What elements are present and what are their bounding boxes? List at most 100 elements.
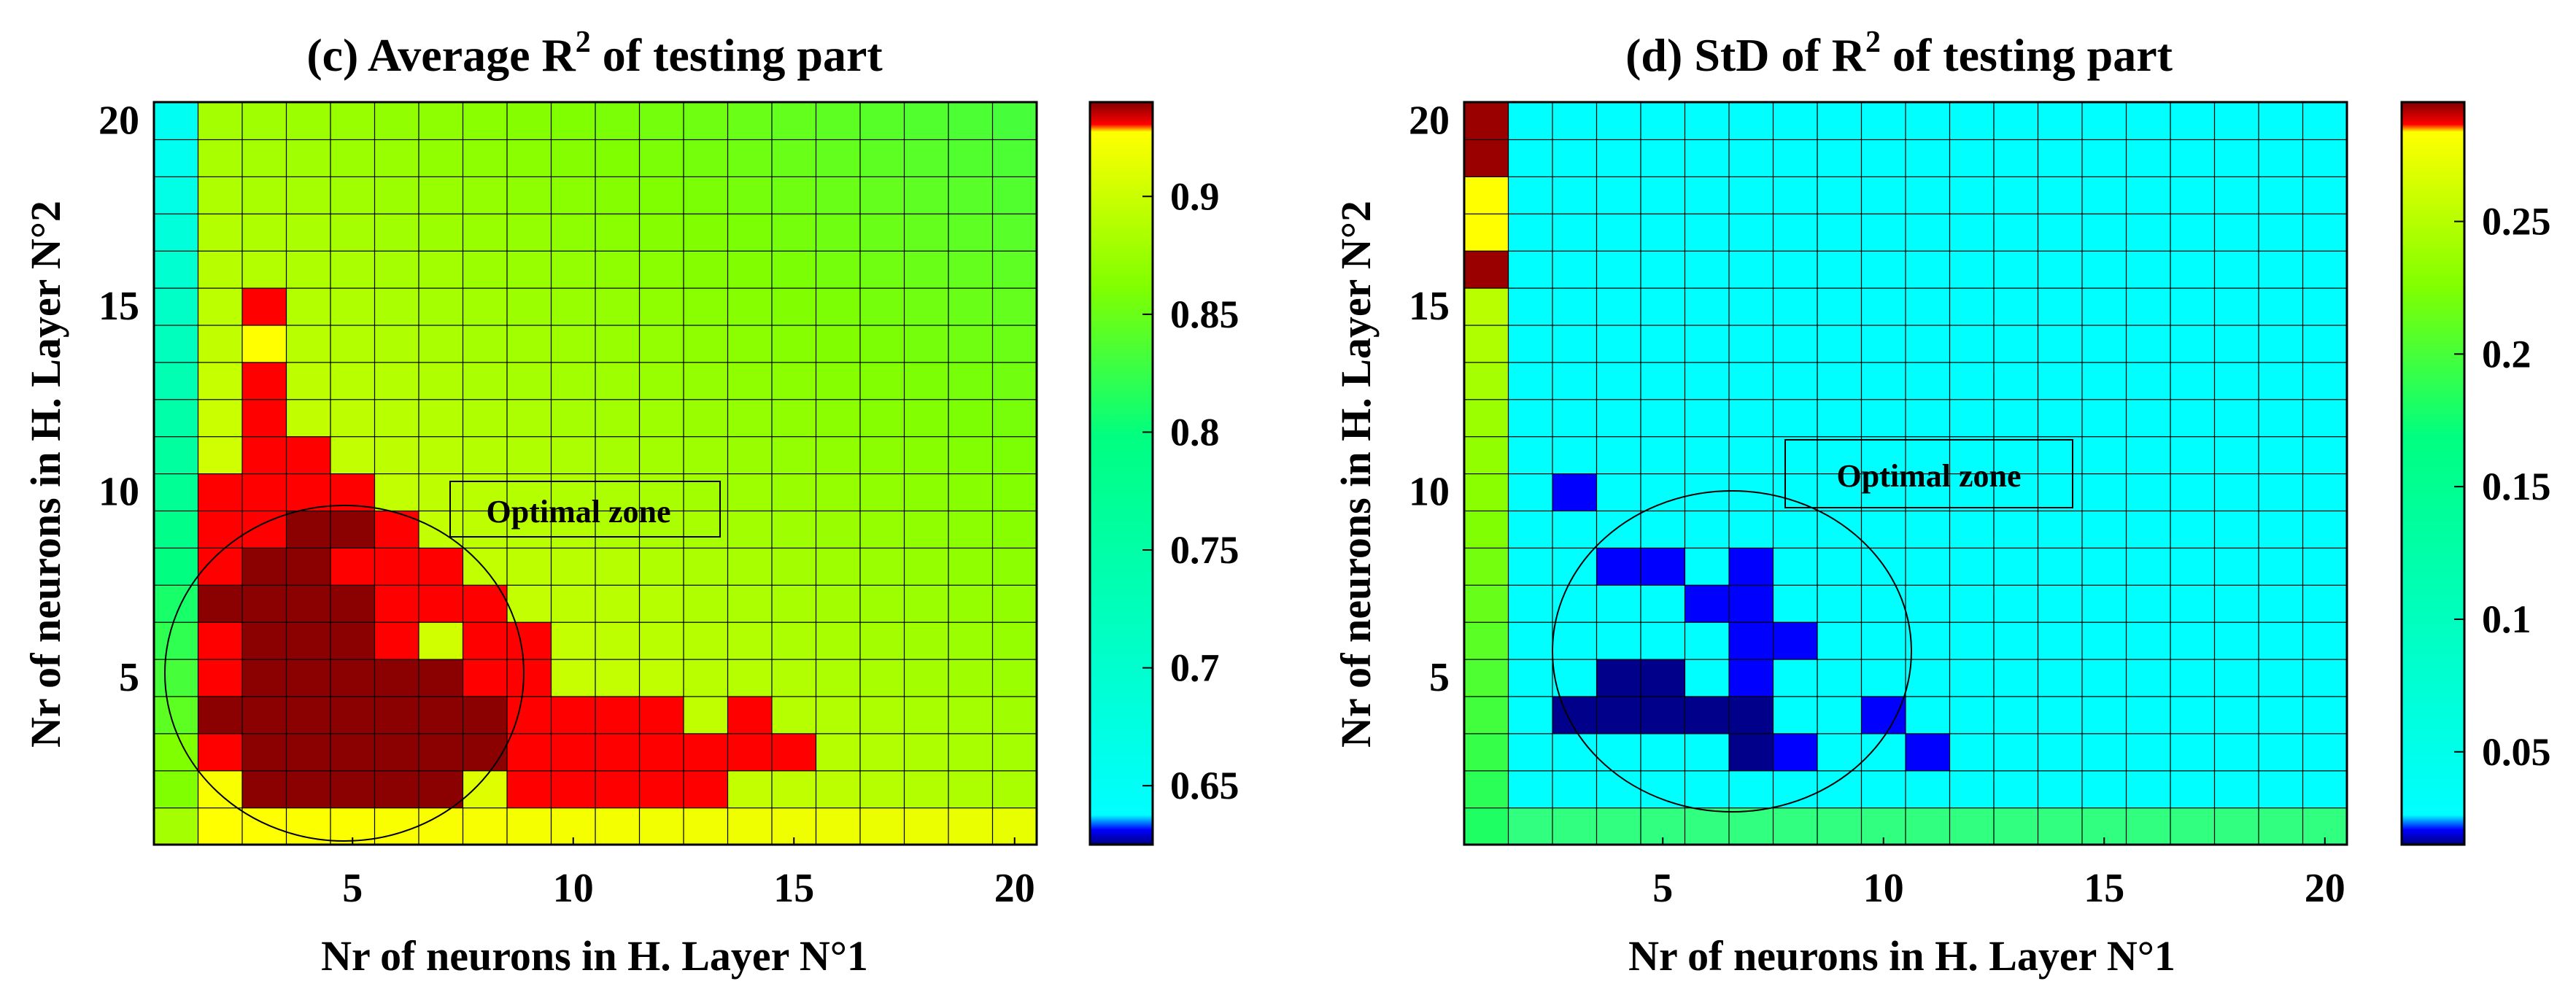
heatmap-cell <box>374 770 420 809</box>
heatmap-cell <box>1993 510 2039 549</box>
heatmap-cell <box>815 435 862 475</box>
heatmap-cell <box>2125 398 2172 438</box>
heatmap-cell <box>595 176 641 214</box>
heatmap-cell <box>903 807 950 846</box>
heatmap-cell <box>506 101 552 141</box>
heatmap-cell <box>418 658 464 697</box>
heatmap-cell <box>462 398 508 438</box>
heatmap-cell <box>550 324 597 363</box>
heatmap-cell <box>1860 584 1907 623</box>
heatmap-cell <box>1817 361 1863 400</box>
heatmap-cell <box>683 732 729 772</box>
heatmap-cell <box>948 807 994 846</box>
heatmap-cell <box>2213 398 2260 438</box>
heatmap-cell <box>2302 547 2348 586</box>
heatmap-cell <box>1507 101 1554 141</box>
colorbar-tick-label: 0.2 <box>2482 332 2531 376</box>
colorbar-tick-label: 0.7 <box>1170 646 1220 690</box>
heatmap-cell <box>374 213 420 252</box>
heatmap-cell <box>197 621 244 660</box>
heatmap-cell <box>859 584 905 623</box>
heatmap-cell <box>2302 658 2348 697</box>
heatmap-cell <box>1772 176 1819 214</box>
heatmap-cell <box>1949 213 1995 252</box>
heatmap-cell <box>727 510 773 549</box>
heatmap-cell <box>2302 213 2348 252</box>
heatmap-cell <box>418 547 464 586</box>
heatmap-cell <box>1507 324 1554 363</box>
heatmap-cell <box>2081 287 2127 326</box>
plot-frame-c <box>152 101 1038 846</box>
heatmap-cell <box>1772 547 1819 586</box>
heatmap-cell <box>1552 435 1598 475</box>
heatmap-cell <box>2302 621 2348 660</box>
heatmap-cell <box>1684 101 1730 141</box>
heatmap-cell <box>1993 473 2039 512</box>
heatmap-cell <box>2213 621 2260 660</box>
heatmap-cell <box>859 398 905 438</box>
heatmap-cell <box>1860 213 1907 252</box>
heatmap-cell <box>241 621 287 660</box>
heatmap-cell <box>595 324 641 363</box>
heatmap-cell <box>948 361 994 400</box>
heatmap-cell <box>1860 287 1907 326</box>
heatmap-cell <box>241 176 287 214</box>
heatmap-cell <box>2125 510 2172 549</box>
heatmap-cell <box>1640 435 1686 475</box>
heatmap-cell <box>285 361 332 400</box>
heatmap-cell <box>903 770 950 809</box>
heatmap-cell <box>1905 658 1951 697</box>
heatmap-cell <box>727 770 773 809</box>
heatmap-cell <box>859 435 905 475</box>
heatmap-cell <box>462 435 508 475</box>
heatmap-cell <box>418 732 464 772</box>
y-ticks-d: 5 10 15 20 <box>1409 98 1450 700</box>
heatmap-cell <box>462 287 508 326</box>
heatmap-cell <box>1949 732 1995 772</box>
heatmap-cell <box>550 473 597 512</box>
heatmap-cell <box>991 176 1038 214</box>
x-tick-label: 10 <box>1863 866 1904 911</box>
heatmap-cell <box>330 101 376 141</box>
heatmap-cell <box>1993 732 2039 772</box>
heatmap-cell <box>991 139 1038 177</box>
heatmap-cell <box>683 176 729 214</box>
heatmap-cell <box>991 695 1038 735</box>
heatmap-cell <box>462 473 508 512</box>
heatmap-cell <box>550 398 597 438</box>
heatmap-cell <box>1728 770 1774 809</box>
heatmap-cell <box>638 695 685 735</box>
heatmap-cell <box>1817 732 1863 772</box>
heatmap-cell <box>903 398 950 438</box>
heatmap-cell <box>1728 176 1774 214</box>
heatmap-cell <box>1552 398 1598 438</box>
heatmap-cell <box>1905 139 1951 177</box>
x-axis-label-c: Nr of neurons in H. Layer N°1 <box>321 932 868 980</box>
heatmap-cell <box>1552 770 1598 809</box>
heatmap-cell <box>948 584 994 623</box>
heatmap-cell <box>1507 287 1554 326</box>
heatmap-cell <box>1507 547 1554 586</box>
heatmap-cell <box>462 695 508 735</box>
heatmap-cell <box>991 658 1038 697</box>
colorbar-tick-label: 0.75 <box>1170 528 1239 572</box>
heatmap-cell <box>285 324 332 363</box>
heatmap-cell <box>1463 510 1509 549</box>
heatmap-cell <box>1993 361 2039 400</box>
heatmap-cell <box>285 732 332 772</box>
heatmap-cell <box>2213 435 2260 475</box>
heatmap-cell <box>2081 695 2127 735</box>
heatmap-cell <box>727 732 773 772</box>
heatmap-cell <box>2037 213 2084 252</box>
heatmap-cell <box>418 398 464 438</box>
heatmap-cell <box>1949 101 1995 141</box>
heatmap-cell <box>991 324 1038 363</box>
heatmap-cell <box>241 324 287 363</box>
heatmap-cell <box>771 770 817 809</box>
colorbar-tick-label: 0.05 <box>2482 730 2551 774</box>
heatmap-cell <box>1552 213 1598 252</box>
heatmap-cell <box>1949 287 1995 326</box>
heatmap-cell <box>948 547 994 586</box>
heatmap-cell <box>1772 510 1819 549</box>
colorbar-tick-label: 0.1 <box>2482 597 2531 641</box>
